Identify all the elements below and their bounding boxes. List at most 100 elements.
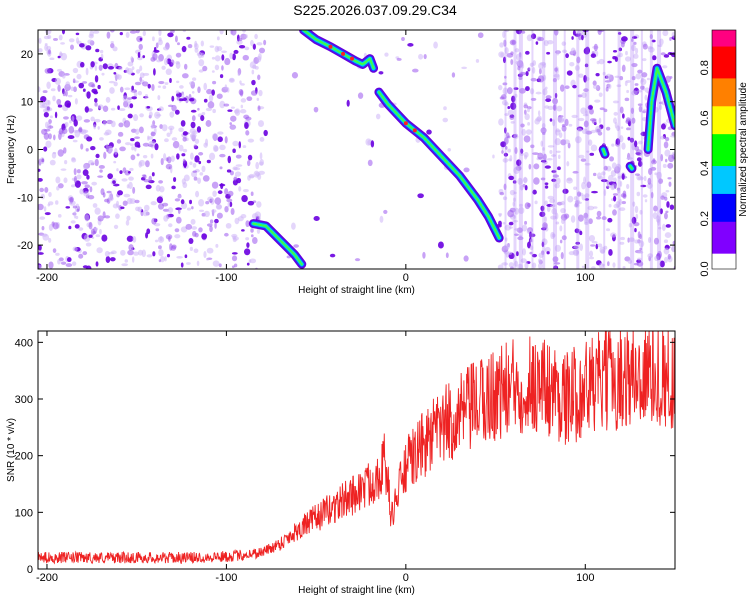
colorbar-segment bbox=[712, 181, 736, 186]
colorbar-segment bbox=[712, 109, 736, 115]
plot-frame-2 bbox=[37, 330, 676, 570]
streak bbox=[518, 30, 523, 269]
ridge-core bbox=[302, 30, 375, 70]
y-tick-label: 0 bbox=[27, 145, 33, 157]
colorbar-segment bbox=[712, 33, 736, 39]
ridge-core bbox=[252, 222, 303, 266]
colorbar-segment bbox=[712, 153, 736, 159]
colorbar-segment bbox=[712, 77, 736, 83]
colorbar-segment bbox=[712, 113, 736, 119]
snr-panel: -200 -100 0 100 0 100 200 300 400 Height of strai… bbox=[6, 330, 676, 596]
y-tick-label: 400 bbox=[15, 337, 33, 349]
colorbar-segment bbox=[712, 49, 736, 55]
hot-spot bbox=[403, 121, 408, 126]
colorbar-segment bbox=[712, 209, 736, 214]
streak bbox=[563, 30, 566, 269]
colorbar-segment bbox=[712, 189, 736, 194]
colorbar-tick-label: 0.2 bbox=[699, 211, 711, 226]
colorbar-segment bbox=[712, 57, 736, 63]
colorbar-segment bbox=[712, 237, 736, 242]
snr-series-line bbox=[38, 331, 675, 565]
colorbar-segment bbox=[712, 45, 736, 51]
noise-texture bbox=[38, 30, 675, 269]
streak bbox=[617, 30, 621, 269]
colorbar-segment bbox=[712, 221, 736, 226]
colorbar-segment bbox=[712, 185, 736, 190]
colorbar-segment bbox=[712, 69, 736, 75]
colorbar-frame bbox=[711, 29, 737, 270]
colorbar-segment bbox=[712, 229, 736, 234]
colorbar-tick-label: 0.4 bbox=[699, 161, 711, 176]
ridge-core bbox=[647, 67, 675, 151]
x-tick-label: 100 bbox=[576, 572, 594, 584]
colorbar-segment bbox=[712, 37, 736, 43]
hot-spot bbox=[350, 56, 355, 61]
colorbar-segment bbox=[712, 241, 736, 246]
streak bbox=[504, 30, 507, 269]
colorbar-segment bbox=[712, 93, 736, 99]
x-tick-label: 0 bbox=[403, 272, 409, 284]
x-axis-label: Height of straight line (km) bbox=[298, 585, 415, 596]
colorbar-segment bbox=[712, 105, 736, 111]
colorbar-segment bbox=[712, 137, 736, 143]
colorbar-segment bbox=[712, 121, 736, 127]
colorbar-segment bbox=[712, 253, 736, 258]
colorbar-segment bbox=[712, 149, 736, 155]
colorbar-segment bbox=[712, 41, 736, 47]
colorbar-segment bbox=[712, 161, 736, 167]
y-tick-label: 20 bbox=[21, 49, 33, 61]
hot-spot bbox=[412, 128, 417, 133]
colorbar-segment bbox=[712, 129, 736, 135]
ridge-core bbox=[629, 165, 633, 170]
colorbar-segment bbox=[712, 97, 736, 103]
plot-area-1 bbox=[38, 30, 675, 269]
colorbar-segment bbox=[712, 173, 736, 178]
streak bbox=[630, 30, 635, 269]
y-tick-label: 100 bbox=[15, 507, 33, 519]
colorbar-segment bbox=[712, 197, 736, 202]
colorbar-segment bbox=[712, 233, 736, 238]
streak bbox=[542, 30, 546, 269]
ridge-core bbox=[377, 91, 501, 239]
x-tick-label: -100 bbox=[215, 572, 237, 584]
streak bbox=[552, 30, 557, 269]
colorbar-segment bbox=[712, 101, 736, 107]
colorbar-segment bbox=[712, 30, 736, 35]
x-tick-label: -200 bbox=[36, 572, 58, 584]
colorbar-segment bbox=[712, 193, 736, 198]
colorbar-segment bbox=[712, 205, 736, 210]
streak bbox=[585, 30, 590, 269]
x-tick-label: -100 bbox=[215, 272, 237, 284]
colorbar-segment bbox=[712, 261, 736, 266]
colorbar-tick-label: 0.6 bbox=[699, 110, 711, 125]
colorbar-segment bbox=[712, 157, 736, 163]
y-axis-label: Frequency (Hz) bbox=[6, 115, 17, 184]
colorbar-segment bbox=[712, 213, 736, 218]
colorbar-segment bbox=[712, 65, 736, 71]
y-tick-label: 200 bbox=[15, 451, 33, 463]
y-tick-label: -20 bbox=[17, 240, 33, 252]
colorbar-segment bbox=[712, 61, 736, 67]
colorbar-segment bbox=[712, 257, 736, 262]
colorbar-segment bbox=[712, 245, 736, 250]
colorbar-segment bbox=[712, 177, 736, 182]
colorbar-segment bbox=[712, 145, 736, 151]
x-tick-label: 100 bbox=[576, 272, 594, 284]
colorbar-segment bbox=[712, 117, 736, 123]
colorbar-segment bbox=[712, 81, 736, 87]
colorbar-tick-label: 0.8 bbox=[699, 60, 711, 75]
colorbar-tick-label: 0.0 bbox=[699, 261, 711, 276]
colorbar-segment bbox=[712, 53, 736, 59]
y-tick-label: 0 bbox=[27, 564, 33, 576]
colorbar-segment bbox=[712, 125, 736, 131]
streak bbox=[531, 30, 534, 269]
streak bbox=[657, 30, 662, 269]
streak bbox=[576, 30, 580, 269]
hot-spot bbox=[341, 51, 346, 56]
x-tick-label: -200 bbox=[36, 272, 58, 284]
colorbar-segment bbox=[712, 201, 736, 206]
colorbar-segment bbox=[712, 165, 736, 171]
chart-title: S225.2026.037.09.29.C34 bbox=[293, 2, 457, 18]
x-axis-label: Height of straight line (km) bbox=[298, 285, 415, 296]
